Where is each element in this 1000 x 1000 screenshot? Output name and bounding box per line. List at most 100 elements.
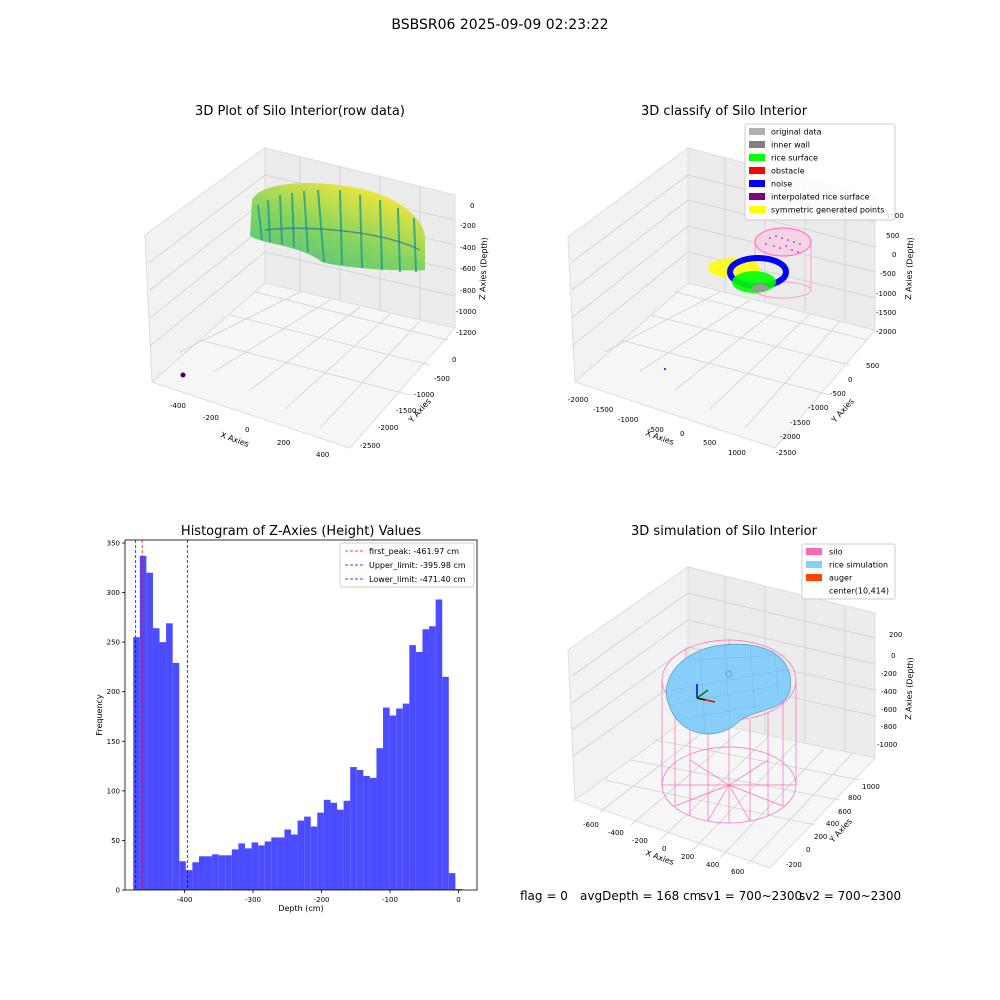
outlier-point	[180, 372, 186, 378]
histogram-bar	[192, 862, 199, 890]
y-axis-label: Y Axies	[829, 397, 856, 425]
x-tick: 600	[731, 868, 744, 876]
avg-depth-text: avgDepth = 168 cm	[580, 889, 702, 903]
histogram-bar	[429, 626, 436, 890]
histogram-bar	[448, 873, 456, 890]
histogram-bars	[133, 555, 462, 890]
legend-label: Lower_limit: -471.40 cm	[369, 575, 466, 584]
silo-wireframe	[661, 639, 797, 824]
z-axis-label: Z Axies (Depth)	[904, 657, 915, 720]
x-tick: -400	[170, 402, 186, 410]
y-tick-label: 0	[116, 887, 120, 895]
histogram-bar	[205, 856, 213, 890]
x-tick: -600	[583, 821, 599, 829]
histogram-bar	[343, 800, 351, 890]
x-tick: -500	[648, 426, 664, 434]
classify-plot-title: 3D classify of Silo Interior	[640, 104, 808, 119]
y-tick: 800	[848, 794, 861, 802]
x-tick: 200	[277, 439, 290, 447]
y-tick: -1000	[808, 404, 828, 412]
z-tick: -1000	[877, 741, 897, 749]
z-tick: -800	[460, 287, 476, 295]
grid-lines	[571, 157, 876, 429]
x-tick-label: 0	[456, 896, 460, 904]
histogram-bar	[271, 837, 278, 890]
histogram-bar	[159, 642, 167, 890]
x-tick: 1000	[728, 449, 746, 457]
legend-label: center(10,414)	[829, 587, 889, 596]
simulation-ticks: -600 -400 -200 0 200 400 600 1000 800 60…	[583, 631, 902, 876]
histogram-bar	[258, 845, 265, 890]
histogram-bar	[198, 856, 206, 890]
z-tick: -200	[460, 222, 476, 230]
legend-swatch	[749, 206, 765, 213]
z-tick: -2000	[876, 328, 896, 336]
z-tick: -500	[880, 270, 896, 278]
figure-title: BSBSR06 2025-09-09 02:23:22	[391, 17, 609, 33]
x-tick-label: -400	[177, 896, 193, 904]
sv1-text: sv1 = 700~2300	[700, 889, 803, 903]
flag-text: flag = 0	[520, 889, 568, 903]
x-tick: 0	[680, 430, 684, 438]
x-tick: 400	[316, 451, 329, 459]
y-tick-label: 150	[107, 738, 120, 746]
histogram-bar	[422, 629, 430, 890]
inner-wall	[752, 284, 768, 292]
histogram-bar	[337, 809, 344, 890]
legend-label: original data	[771, 128, 822, 137]
z-axis-label: Z Axies (Depth)	[478, 237, 489, 300]
x-tick: -200	[203, 414, 219, 422]
legend-label: interpolated rice surface	[771, 193, 869, 202]
histogram-bar	[139, 555, 147, 890]
y-tick: 0	[452, 356, 456, 364]
histogram-bar	[330, 802, 338, 890]
legend-swatch	[749, 167, 765, 174]
point-cloud	[180, 182, 425, 378]
interpolated-surface	[754, 227, 812, 257]
z-tick: 500	[886, 232, 899, 240]
y-tick-label: 250	[107, 639, 120, 647]
z-tick: 0	[470, 202, 474, 210]
simulation-3d-plot: -600 -400 -200 0 200 400 600 1000 800 60…	[567, 543, 915, 876]
classify-3d-plot: -2000 -1500 -1000 -500 0 500 1000 500 0 …	[567, 123, 915, 457]
noise-point	[664, 368, 666, 370]
histogram-bar	[218, 855, 226, 890]
z-tick: 0	[891, 652, 895, 660]
histogram-chart: -400 -300 -200 -100 0 050100150200250300350 …	[95, 539, 478, 913]
z-tick: -1000	[456, 308, 476, 316]
histogram-bar	[304, 816, 311, 890]
histogram-bar	[133, 637, 140, 890]
legend-swatch	[806, 574, 822, 581]
x-axis-label: X Axies	[644, 848, 675, 867]
x-tick-label: -200	[314, 896, 330, 904]
histogram-bar	[225, 855, 232, 890]
z-tick: -600	[881, 706, 897, 714]
histogram-legend: first_peak: -461.97 cm Upper_limit: -395.…	[339, 542, 475, 588]
histogram-bar	[396, 708, 403, 890]
silo-simulation	[661, 639, 797, 824]
raw-plot-title: 3D Plot of Silo Interior(row data)	[195, 104, 405, 119]
plot-frame	[124, 539, 478, 891]
z-tick: -400	[881, 688, 897, 696]
x-tick: -2000	[568, 396, 588, 404]
legend-label: auger	[829, 574, 853, 583]
classify-legend: original data inner wall rice surface obsta…	[744, 123, 896, 221]
histogram-bar	[369, 777, 377, 890]
histogram-bar	[376, 748, 384, 890]
histogram-bar	[212, 854, 219, 890]
histogram-bar	[172, 662, 180, 890]
y-tick: 1000	[862, 783, 880, 791]
simulation-legend: silo rice simulation auger center(10,414)	[801, 543, 896, 600]
histogram-bar	[356, 770, 364, 890]
y-tick-label: 100	[107, 787, 120, 795]
simulation-plot-title: 3D simulation of Silo Interior	[631, 524, 817, 539]
legend-label: silo	[829, 548, 843, 557]
z-tick: -1200	[456, 329, 476, 337]
y-tick: -1500	[790, 419, 810, 427]
z-tick: 200	[889, 631, 902, 639]
floor-pane	[574, 282, 876, 449]
histogram-bar	[409, 645, 416, 890]
x-tick-label: -300	[245, 896, 261, 904]
histogram-bar	[244, 848, 252, 890]
histogram-title: Histogram of Z-Axies (Height) Values	[180, 524, 422, 539]
